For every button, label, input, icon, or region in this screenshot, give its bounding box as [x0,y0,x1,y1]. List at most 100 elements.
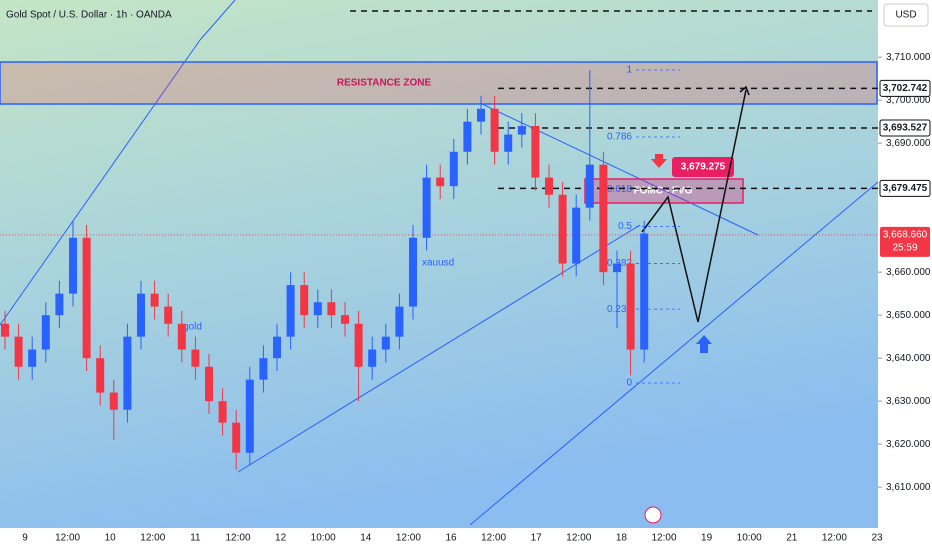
candle-body [504,134,513,152]
level-label: 3,693.527 [883,123,928,134]
x-tick-label: 12:00 [55,533,80,544]
symbol-label: xauusd [422,258,454,269]
level-box [879,119,931,137]
candle-body [368,349,377,367]
candle-body [585,164,594,208]
level-box [879,179,931,197]
gold-label: gold [183,322,202,333]
trend-line [199,0,236,41]
x-tick-label: 12:00 [822,533,847,544]
target-box [672,157,734,177]
x-tick-label: 12:00 [140,533,165,544]
x-tick-label: 12:00 [225,533,250,544]
y-tick-label: 3,710.000 [886,52,931,63]
candle-body [82,237,91,359]
y-tick-label: 3,700.000 [886,95,931,106]
candle-body [232,422,241,453]
x-tick-label: 12:00 [481,533,506,544]
candle-body [558,194,567,264]
x-tick-label: 10 [105,533,117,544]
candle-body [422,177,431,238]
time-axis [0,528,878,550]
y-tick-label: 3,660.000 [886,267,931,278]
candle-body [164,306,173,324]
resistance-zone [0,61,878,105]
event-icon [644,506,662,524]
candle-body [626,263,635,350]
candle-body [463,121,472,152]
candle-body [41,315,50,350]
fib-label: 0.236 [607,304,632,315]
candle-body [436,177,445,187]
projection-arrowhead [739,85,750,96]
current-price-label: 3,668.660 [883,230,928,241]
candle-body [613,263,621,273]
trend-line [237,224,641,473]
candle-body [69,237,77,294]
fib-label: 0.618 [607,184,632,195]
trend-line [479,102,759,236]
fib-label: 0 [626,378,632,389]
candle-body [123,336,132,410]
candle-body [55,293,64,316]
y-tick-label: 3,640.000 [886,353,931,364]
currency: USD [895,10,916,21]
candle-body [490,108,499,152]
x-tick-label: 12:00 [396,533,421,544]
x-tick-label: 18 [616,533,628,544]
candle-body [409,237,417,307]
x-tick-label: 9 [22,533,28,544]
candle-body [531,125,540,178]
candle-body [300,285,309,316]
candle-body [381,336,390,350]
fvg-label: FOMC - FVG [634,186,693,197]
candle-body [205,366,213,402]
projection-path [641,89,747,323]
countdown: 25:59 [892,243,917,254]
x-tick-label: 17 [531,533,543,544]
currency-box [883,3,929,27]
fib-label: 1 [626,65,632,76]
x-tick-label: 10:00 [311,533,336,544]
chart-title: Gold Spot / U.S. Dollar · 1h · OANDA [6,10,172,21]
x-tick-label: 21 [786,533,798,544]
candle-body [137,293,145,337]
target-label: 3,679.275 [681,162,726,173]
level-label: 3,702.742 [883,83,928,94]
candle-body [449,151,458,187]
candle-body [545,177,553,195]
candle-body [395,306,404,337]
candle-body [327,302,336,316]
x-tick-label: 10:00 [737,533,762,544]
x-tick-label: 12:00 [651,533,676,544]
candle-body [1,323,9,337]
candle-body [572,207,581,264]
x-tick-label: 19 [701,533,713,544]
candle-body [477,108,485,122]
x-tick-label: 14 [360,533,372,544]
candle-body [517,125,526,135]
candle-body [354,323,363,367]
candle-body [259,358,268,380]
down-arrow [651,154,667,168]
y-tick-label: 3,610.000 [886,482,931,493]
x-tick-label: 23 [871,533,883,544]
y-tick-label: 3,630.000 [886,396,931,407]
candle-body [109,392,118,410]
candle-body [341,315,349,324]
level-label: 3,679.475 [883,183,928,194]
level-box [879,79,931,97]
x-tick-label: 16 [445,533,457,544]
x-tick-label: 12:00 [566,533,591,544]
x-tick-label: 12 [275,533,287,544]
trend-line [469,181,879,526]
x-tick-label: 11 [190,533,201,544]
candle-body [150,293,159,307]
candle-body [14,336,23,367]
candle-body [599,164,608,273]
y-tick-label: 3,620.000 [886,439,931,450]
up-arrow [696,335,712,353]
resistance-label: RESISTANCE ZONE [337,78,432,89]
candle-body [191,349,200,367]
